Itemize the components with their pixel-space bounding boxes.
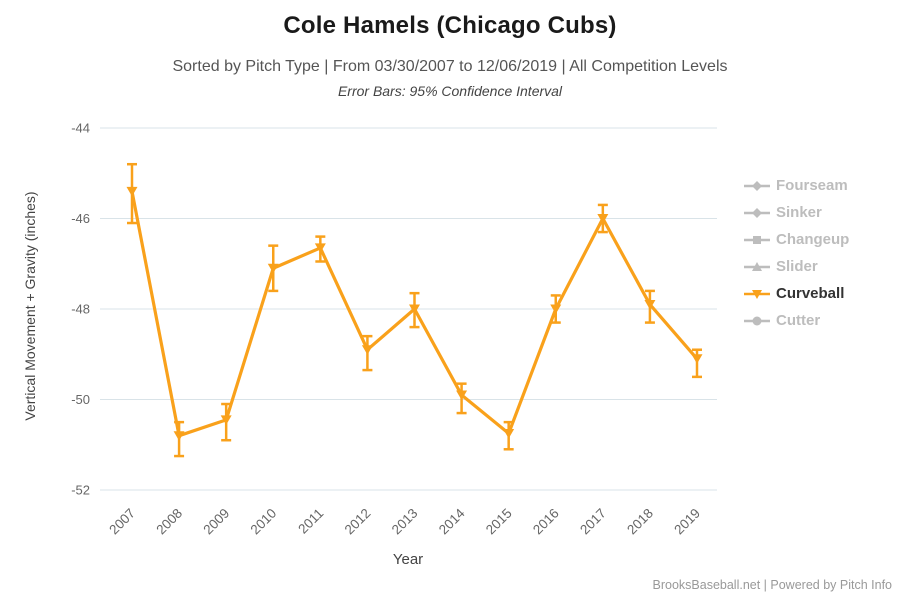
data-point-marker[interactable]: [550, 304, 562, 315]
x-axis-label: Year: [392, 551, 424, 568]
legend-item-sinker[interactable]: Sinker: [744, 199, 849, 226]
data-point-marker[interactable]: [644, 299, 656, 310]
y-tick-label: -52: [71, 483, 90, 498]
x-tick-label: 2013: [389, 506, 421, 538]
sinker-marker-icon: [744, 206, 770, 220]
y-tick-label: -50: [71, 392, 90, 407]
x-tick-label: 2012: [342, 506, 374, 538]
credit-footer: BrooksBaseball.net | Powered by Pitch In…: [652, 578, 893, 592]
chart-subtitle: Sorted by Pitch Type | From 03/30/2007 t…: [172, 58, 728, 75]
fourseam-marker-icon: [744, 179, 770, 193]
x-tick-label: 2008: [153, 506, 185, 538]
page-title: Cole Hamels (Chicago Cubs): [283, 12, 617, 39]
data-point-marker[interactable]: [691, 354, 703, 364]
legend-item-fourseam[interactable]: Fourseam: [744, 172, 849, 199]
data-point-marker[interactable]: [314, 243, 326, 253]
data-point-marker[interactable]: [597, 214, 609, 224]
legend-item-label: Sinker: [776, 204, 822, 221]
changeup-marker-icon: [744, 233, 770, 247]
data-point-marker[interactable]: [173, 431, 185, 441]
legend-item-label: Fourseam: [776, 177, 848, 194]
legend-item-slider[interactable]: Slider: [744, 253, 849, 280]
data-point-marker[interactable]: [126, 186, 138, 197]
x-tick-label: 2018: [624, 506, 656, 538]
data-point-marker[interactable]: [456, 390, 468, 400]
y-axis-label: Vertical Movement + Gravity (inches): [22, 191, 38, 421]
x-tick-label: 2009: [200, 506, 232, 538]
legend-item-label: Cutter: [776, 312, 821, 329]
legend-item-label: Changeup: [776, 231, 850, 248]
x-tick-label: 2017: [577, 506, 609, 538]
y-tick-label: -48: [71, 302, 90, 317]
y-tick-label: -44: [71, 121, 90, 136]
legend-item-curveball[interactable]: Curveball: [744, 280, 849, 307]
cutter-marker-icon: [744, 314, 770, 328]
data-point-marker[interactable]: [361, 345, 373, 355]
legend-item-changeup[interactable]: Changeup: [744, 226, 849, 253]
legend-item-label: Slider: [776, 258, 818, 275]
x-tick-label: 2011: [295, 506, 326, 537]
curveball-marker-icon: [744, 287, 770, 301]
data-point-marker[interactable]: [503, 428, 515, 439]
legend: Fourseam Sinker Changeup Slider Curvebal…: [744, 172, 849, 334]
x-tick-label: 2010: [248, 506, 280, 538]
data-point-marker[interactable]: [409, 304, 420, 315]
x-tick-label: 2015: [483, 506, 515, 538]
y-tick-label: -46: [71, 211, 90, 226]
x-tick-label: 2014: [436, 505, 468, 537]
slider-marker-icon: [744, 260, 770, 274]
legend-item-cutter[interactable]: Cutter: [744, 307, 849, 334]
legend-item-label: Curveball: [776, 285, 845, 302]
data-point-marker[interactable]: [220, 415, 232, 425]
error-bars-note: Error Bars: 95% Confidence Interval: [337, 83, 563, 99]
x-tick-label: 2007: [106, 506, 138, 538]
x-tick-label: 2019: [671, 506, 703, 538]
x-tick-label: 2016: [530, 506, 562, 538]
data-point-marker[interactable]: [267, 263, 279, 274]
